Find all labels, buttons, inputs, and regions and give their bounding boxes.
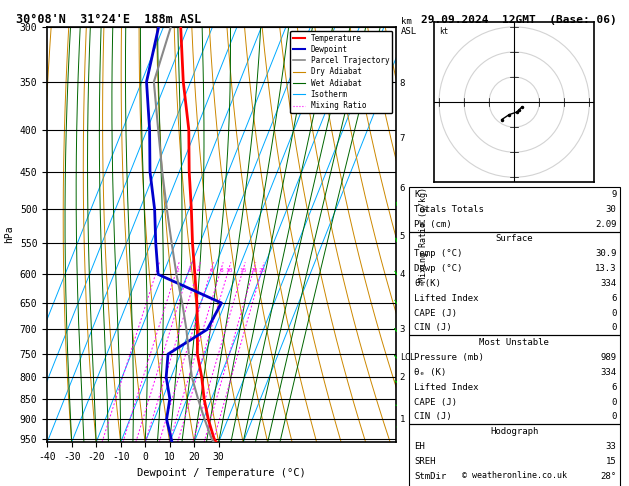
- Text: Hodograph: Hodograph: [490, 427, 538, 436]
- Text: 15: 15: [606, 457, 616, 466]
- Text: 0: 0: [611, 309, 616, 318]
- Text: StmDir: StmDir: [414, 471, 446, 481]
- Text: Surface: Surface: [496, 234, 533, 243]
- Text: CIN (J): CIN (J): [414, 412, 452, 421]
- Text: K: K: [414, 190, 420, 199]
- Text: 7: 7: [400, 134, 405, 143]
- Text: 0: 0: [611, 412, 616, 421]
- Text: θₑ(K): θₑ(K): [414, 279, 441, 288]
- Text: Totals Totals: Totals Totals: [414, 205, 484, 214]
- Text: 9: 9: [611, 190, 616, 199]
- Text: 2: 2: [175, 268, 179, 273]
- Text: km
ASL: km ASL: [401, 17, 418, 36]
- X-axis label: Dewpoint / Temperature (°C): Dewpoint / Temperature (°C): [137, 468, 306, 478]
- Text: kt: kt: [439, 27, 448, 36]
- Text: CIN (J): CIN (J): [414, 323, 452, 332]
- Text: 8: 8: [220, 268, 223, 273]
- Text: LCL: LCL: [400, 353, 415, 363]
- Text: © weatheronline.co.uk: © weatheronline.co.uk: [462, 471, 567, 480]
- Text: 10: 10: [225, 268, 233, 273]
- Text: 4: 4: [400, 270, 405, 279]
- Y-axis label: hPa: hPa: [4, 226, 14, 243]
- Text: 25: 25: [259, 268, 266, 273]
- Text: 30.9: 30.9: [595, 249, 616, 259]
- Text: 334: 334: [600, 368, 616, 377]
- Text: 30: 30: [606, 205, 616, 214]
- Text: 6: 6: [400, 184, 405, 193]
- Text: Lifted Index: Lifted Index: [414, 382, 479, 392]
- Text: 13.3: 13.3: [595, 264, 616, 273]
- Text: 334: 334: [600, 279, 616, 288]
- Text: CAPE (J): CAPE (J): [414, 309, 457, 318]
- Text: 5: 5: [400, 232, 405, 241]
- Text: 6: 6: [611, 382, 616, 392]
- Text: PW (cm): PW (cm): [414, 220, 452, 229]
- Text: 3: 3: [187, 268, 191, 273]
- Text: EH: EH: [414, 442, 425, 451]
- Text: CAPE (J): CAPE (J): [414, 398, 457, 407]
- Text: Most Unstable: Most Unstable: [479, 338, 549, 347]
- Text: 4: 4: [197, 268, 201, 273]
- Text: 0: 0: [611, 398, 616, 407]
- Text: Lifted Index: Lifted Index: [414, 294, 479, 303]
- Text: θₑ (K): θₑ (K): [414, 368, 446, 377]
- Text: Pressure (mb): Pressure (mb): [414, 353, 484, 362]
- Text: 989: 989: [600, 353, 616, 362]
- Text: 28°: 28°: [600, 471, 616, 481]
- Text: Mixing Ratio (g/kg): Mixing Ratio (g/kg): [419, 187, 428, 282]
- Text: 0: 0: [611, 323, 616, 332]
- Text: 6: 6: [210, 268, 213, 273]
- Text: 3: 3: [400, 325, 405, 334]
- Text: 1: 1: [155, 268, 159, 273]
- Text: Dewp (°C): Dewp (°C): [414, 264, 462, 273]
- Legend: Temperature, Dewpoint, Parcel Trajectory, Dry Adiabat, Wet Adiabat, Isotherm, Mi: Temperature, Dewpoint, Parcel Trajectory…: [290, 31, 392, 113]
- Text: 1: 1: [400, 415, 405, 424]
- Text: 6: 6: [611, 294, 616, 303]
- Text: SREH: SREH: [414, 457, 435, 466]
- Text: 29.09.2024  12GMT  (Base: 06): 29.09.2024 12GMT (Base: 06): [421, 15, 617, 25]
- Text: 15: 15: [240, 268, 247, 273]
- Text: 2: 2: [400, 373, 405, 382]
- Text: 2.09: 2.09: [595, 220, 616, 229]
- Text: Temp (°C): Temp (°C): [414, 249, 462, 259]
- Text: 33: 33: [606, 442, 616, 451]
- Text: 30°08'N  31°24'E  188m ASL: 30°08'N 31°24'E 188m ASL: [16, 13, 201, 26]
- Text: 8: 8: [400, 79, 405, 88]
- Text: 20: 20: [250, 268, 258, 273]
